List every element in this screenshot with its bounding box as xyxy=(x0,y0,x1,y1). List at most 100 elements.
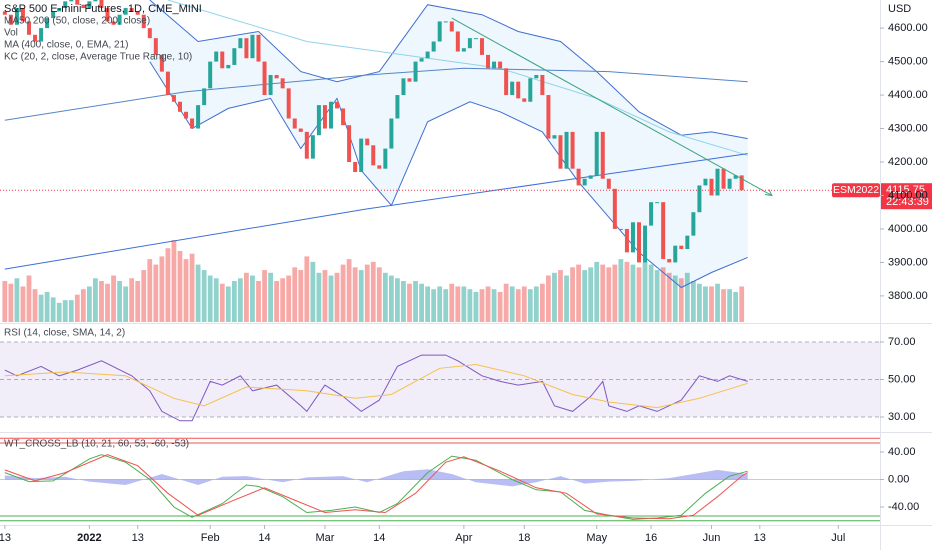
volume-bar xyxy=(388,275,394,322)
indicator-line xyxy=(4,354,748,422)
volume-bar xyxy=(44,291,50,322)
candle xyxy=(298,128,303,132)
candle xyxy=(455,31,460,52)
candle xyxy=(630,222,635,253)
moving-average xyxy=(167,0,748,156)
indicator-label: KC (20, 2, close, Average True Range, 10… xyxy=(4,52,192,63)
candle xyxy=(196,105,201,129)
candle xyxy=(39,28,44,42)
volume-bar xyxy=(654,270,660,322)
candle xyxy=(473,38,478,40)
candle xyxy=(177,101,182,112)
volume-bar xyxy=(14,278,20,322)
volume-bar xyxy=(32,289,38,322)
candle xyxy=(649,202,654,226)
volume-bar xyxy=(558,270,563,322)
y-tick-label: 4000.00 xyxy=(888,223,928,235)
candle xyxy=(467,38,472,49)
volume-bar xyxy=(449,283,455,322)
candle xyxy=(510,81,515,96)
y-tick-label: 4600.00 xyxy=(888,22,928,34)
volume-bar xyxy=(733,291,739,322)
candle xyxy=(425,51,430,59)
candle xyxy=(335,101,340,109)
volume-bar xyxy=(340,264,346,322)
volume-bar xyxy=(159,256,165,322)
candle xyxy=(190,118,195,129)
x-tick-label: Mar xyxy=(315,532,334,544)
candle xyxy=(256,34,261,62)
volume-bar xyxy=(195,264,201,322)
currency-label: USD xyxy=(888,3,911,15)
volume-bar xyxy=(376,267,382,322)
candle xyxy=(153,38,158,55)
candle xyxy=(691,212,696,236)
candle xyxy=(594,131,599,176)
candle xyxy=(715,168,720,196)
volume-bar xyxy=(165,248,171,322)
candle xyxy=(437,21,442,42)
candle xyxy=(371,145,376,166)
candle xyxy=(99,0,104,9)
x-tick-label: Feb xyxy=(201,532,220,544)
volume-bar xyxy=(322,270,328,322)
candle xyxy=(643,225,648,263)
candle xyxy=(117,14,122,25)
volume-bar xyxy=(533,286,539,322)
y-tick-label: 0.00 xyxy=(888,473,909,485)
candle xyxy=(504,68,509,96)
candle xyxy=(661,202,666,260)
candle xyxy=(63,1,68,9)
volume-bar xyxy=(521,286,527,322)
volume-bar xyxy=(467,289,473,322)
candle xyxy=(274,74,279,79)
volume-bar xyxy=(672,275,678,322)
y-tick-label: -40.00 xyxy=(888,501,919,513)
candle xyxy=(431,41,436,52)
volume-bar xyxy=(26,275,32,322)
candle xyxy=(413,61,418,82)
candle xyxy=(238,38,243,49)
volume-bar xyxy=(201,270,207,322)
trendline-arrow xyxy=(764,189,773,197)
volume-bar xyxy=(461,286,467,322)
volume-bar xyxy=(292,267,298,322)
volume-bar xyxy=(491,289,497,322)
candle xyxy=(673,245,678,263)
candle xyxy=(328,101,333,129)
candle xyxy=(558,135,563,169)
volume-bar xyxy=(721,289,726,322)
price-tag xyxy=(881,183,932,210)
candle xyxy=(159,54,164,72)
rsi-band xyxy=(0,342,880,417)
indicator-label: Vol xyxy=(4,28,18,39)
chart-title: S&P 500 E-mini Futures, 1D, CME_MINI xyxy=(4,3,202,15)
candle xyxy=(516,81,521,99)
volume-bar xyxy=(648,264,654,322)
volume-bar xyxy=(129,278,135,322)
volume-bar xyxy=(334,272,340,322)
indicator-line xyxy=(4,363,748,409)
x-tick-label: 13 xyxy=(754,532,766,544)
volume-bar xyxy=(171,240,177,322)
volume-bar xyxy=(570,267,575,322)
candle xyxy=(57,8,62,12)
volume-bar xyxy=(443,289,449,322)
volume-bar xyxy=(690,281,696,322)
volume-bar xyxy=(280,278,286,322)
candle xyxy=(165,71,170,96)
y-tick-label: 30.00 xyxy=(888,411,916,423)
volume-bar xyxy=(395,278,400,322)
candle xyxy=(618,228,623,230)
volume-bar xyxy=(697,283,702,322)
candle xyxy=(540,74,545,96)
candle xyxy=(697,185,702,213)
candle xyxy=(87,1,92,9)
volume-bar xyxy=(298,270,304,322)
candle xyxy=(655,202,660,204)
candle xyxy=(310,135,315,159)
candle xyxy=(322,105,327,129)
volume-bar xyxy=(274,281,280,322)
volume-bar xyxy=(666,272,672,322)
x-tick-label: Apr xyxy=(455,532,472,544)
